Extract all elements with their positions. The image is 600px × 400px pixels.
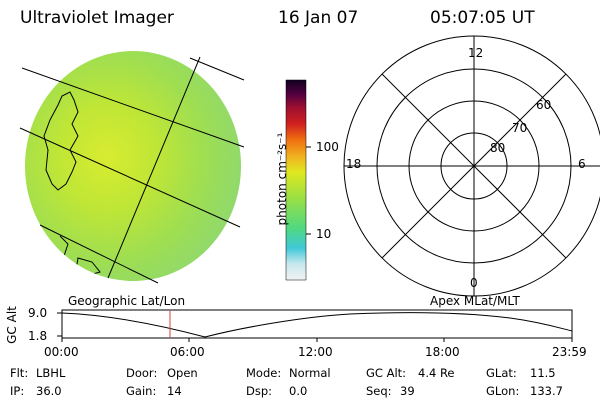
door-value: Open bbox=[167, 366, 198, 380]
colorbar-unit-label: photon cm⁻²s⁻¹ bbox=[275, 132, 289, 226]
flt-value: LBHL bbox=[36, 366, 66, 380]
alt-ylabel: GC Alt bbox=[5, 306, 19, 344]
graticule-line bbox=[39, 224, 159, 284]
lat-label-80: 80 bbox=[490, 141, 506, 155]
ip-value: 36.0 bbox=[36, 384, 62, 398]
alt-xtick-2359: 23:59 bbox=[552, 345, 587, 359]
door-label: Door: bbox=[126, 366, 158, 380]
graticule-line bbox=[107, 56, 201, 279]
ip-label: IP: bbox=[10, 384, 25, 398]
alt-ytick-top: 9.0 bbox=[28, 306, 48, 320]
date-label: 16 Jan 07 bbox=[278, 8, 359, 28]
alt-xtick-1200: 12:00 bbox=[298, 345, 333, 359]
coastline-outline bbox=[25, 223, 45, 255]
mlt-label-12: 12 bbox=[468, 46, 484, 60]
mode-label: Mode: bbox=[246, 366, 282, 380]
graticule-line bbox=[21, 67, 245, 148]
alt-xtick-1800: 18:00 bbox=[425, 345, 460, 359]
geographic-label: Geographic Lat/Lon bbox=[68, 294, 186, 308]
glon-label: GLon: bbox=[486, 384, 520, 398]
altitude-plot bbox=[57, 309, 573, 342]
glat-label: GLat: bbox=[486, 366, 517, 380]
alt-xtick-0600: 06:00 bbox=[170, 345, 205, 359]
glat-value: 11.5 bbox=[530, 366, 556, 380]
instrument-title: Ultraviolet Imager bbox=[20, 8, 174, 28]
glon-value: 133.7 bbox=[530, 384, 563, 398]
colorbar-tick-10: 10 bbox=[316, 227, 332, 241]
apex-label: Apex MLat/MLT bbox=[430, 294, 520, 308]
gain-label: Gain: bbox=[126, 384, 157, 398]
dsp-label: Dsp: bbox=[246, 384, 273, 398]
graticule-line bbox=[19, 127, 241, 228]
colorbar bbox=[285, 79, 311, 281]
graticule-line bbox=[189, 57, 245, 81]
polar-plot bbox=[343, 35, 600, 297]
mode-value: Normal bbox=[289, 366, 331, 380]
mlt-label-18: 18 bbox=[346, 157, 362, 171]
gcalt-value: 4.4 Re bbox=[418, 366, 455, 380]
lat-label-60: 60 bbox=[536, 98, 552, 112]
dsp-value: 0.0 bbox=[289, 384, 308, 398]
coastline-outline bbox=[43, 91, 79, 191]
colorbar-tick-100: 100 bbox=[316, 140, 339, 154]
lat-label-70: 70 bbox=[512, 121, 528, 135]
mlt-label-6: 6 bbox=[578, 157, 586, 171]
altitude-curve bbox=[61, 312, 573, 338]
alt-ytick-bottom: 1.8 bbox=[28, 329, 48, 343]
seq-value: 39 bbox=[400, 384, 415, 398]
seq-label: Seq: bbox=[366, 384, 392, 398]
gcalt-label: GC Alt: bbox=[366, 366, 407, 380]
flt-label: Flt: bbox=[10, 366, 29, 380]
time-label: 05:07:05 UT bbox=[430, 8, 535, 28]
gain-value: 14 bbox=[167, 384, 182, 398]
earth-disc-image bbox=[19, 51, 245, 284]
coastline-outline bbox=[35, 263, 45, 275]
alt-xtick-0000: 00:00 bbox=[44, 345, 79, 359]
mlt-label-0: 0 bbox=[470, 276, 478, 290]
